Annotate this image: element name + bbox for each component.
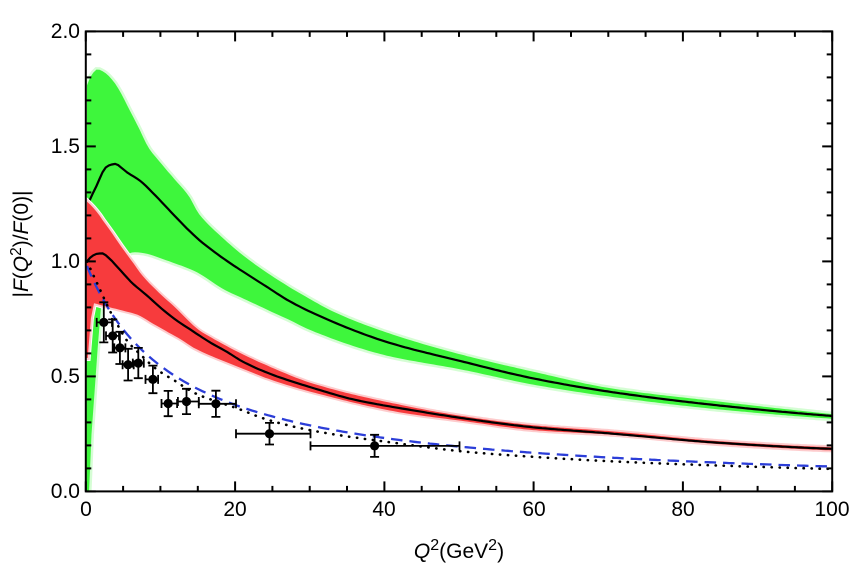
svg-text:20: 20: [223, 498, 246, 521]
svg-text:40: 40: [372, 498, 395, 521]
svg-text:100: 100: [814, 498, 849, 521]
svg-text:1.0: 1.0: [51, 250, 80, 273]
svg-text:2.0: 2.0: [51, 20, 80, 43]
svg-text:Q2(GeV2): Q2(GeV2): [414, 537, 504, 563]
svg-text:0.5: 0.5: [51, 365, 80, 388]
svg-text:0: 0: [80, 498, 92, 521]
svg-text:1.5: 1.5: [51, 135, 80, 158]
svg-text:0.0: 0.0: [51, 480, 80, 503]
svg-text:60: 60: [522, 498, 545, 521]
svg-text:|F(Q2)/F(0)|: |F(Q2)/F(0)|: [8, 190, 33, 297]
svg-text:80: 80: [671, 498, 694, 521]
